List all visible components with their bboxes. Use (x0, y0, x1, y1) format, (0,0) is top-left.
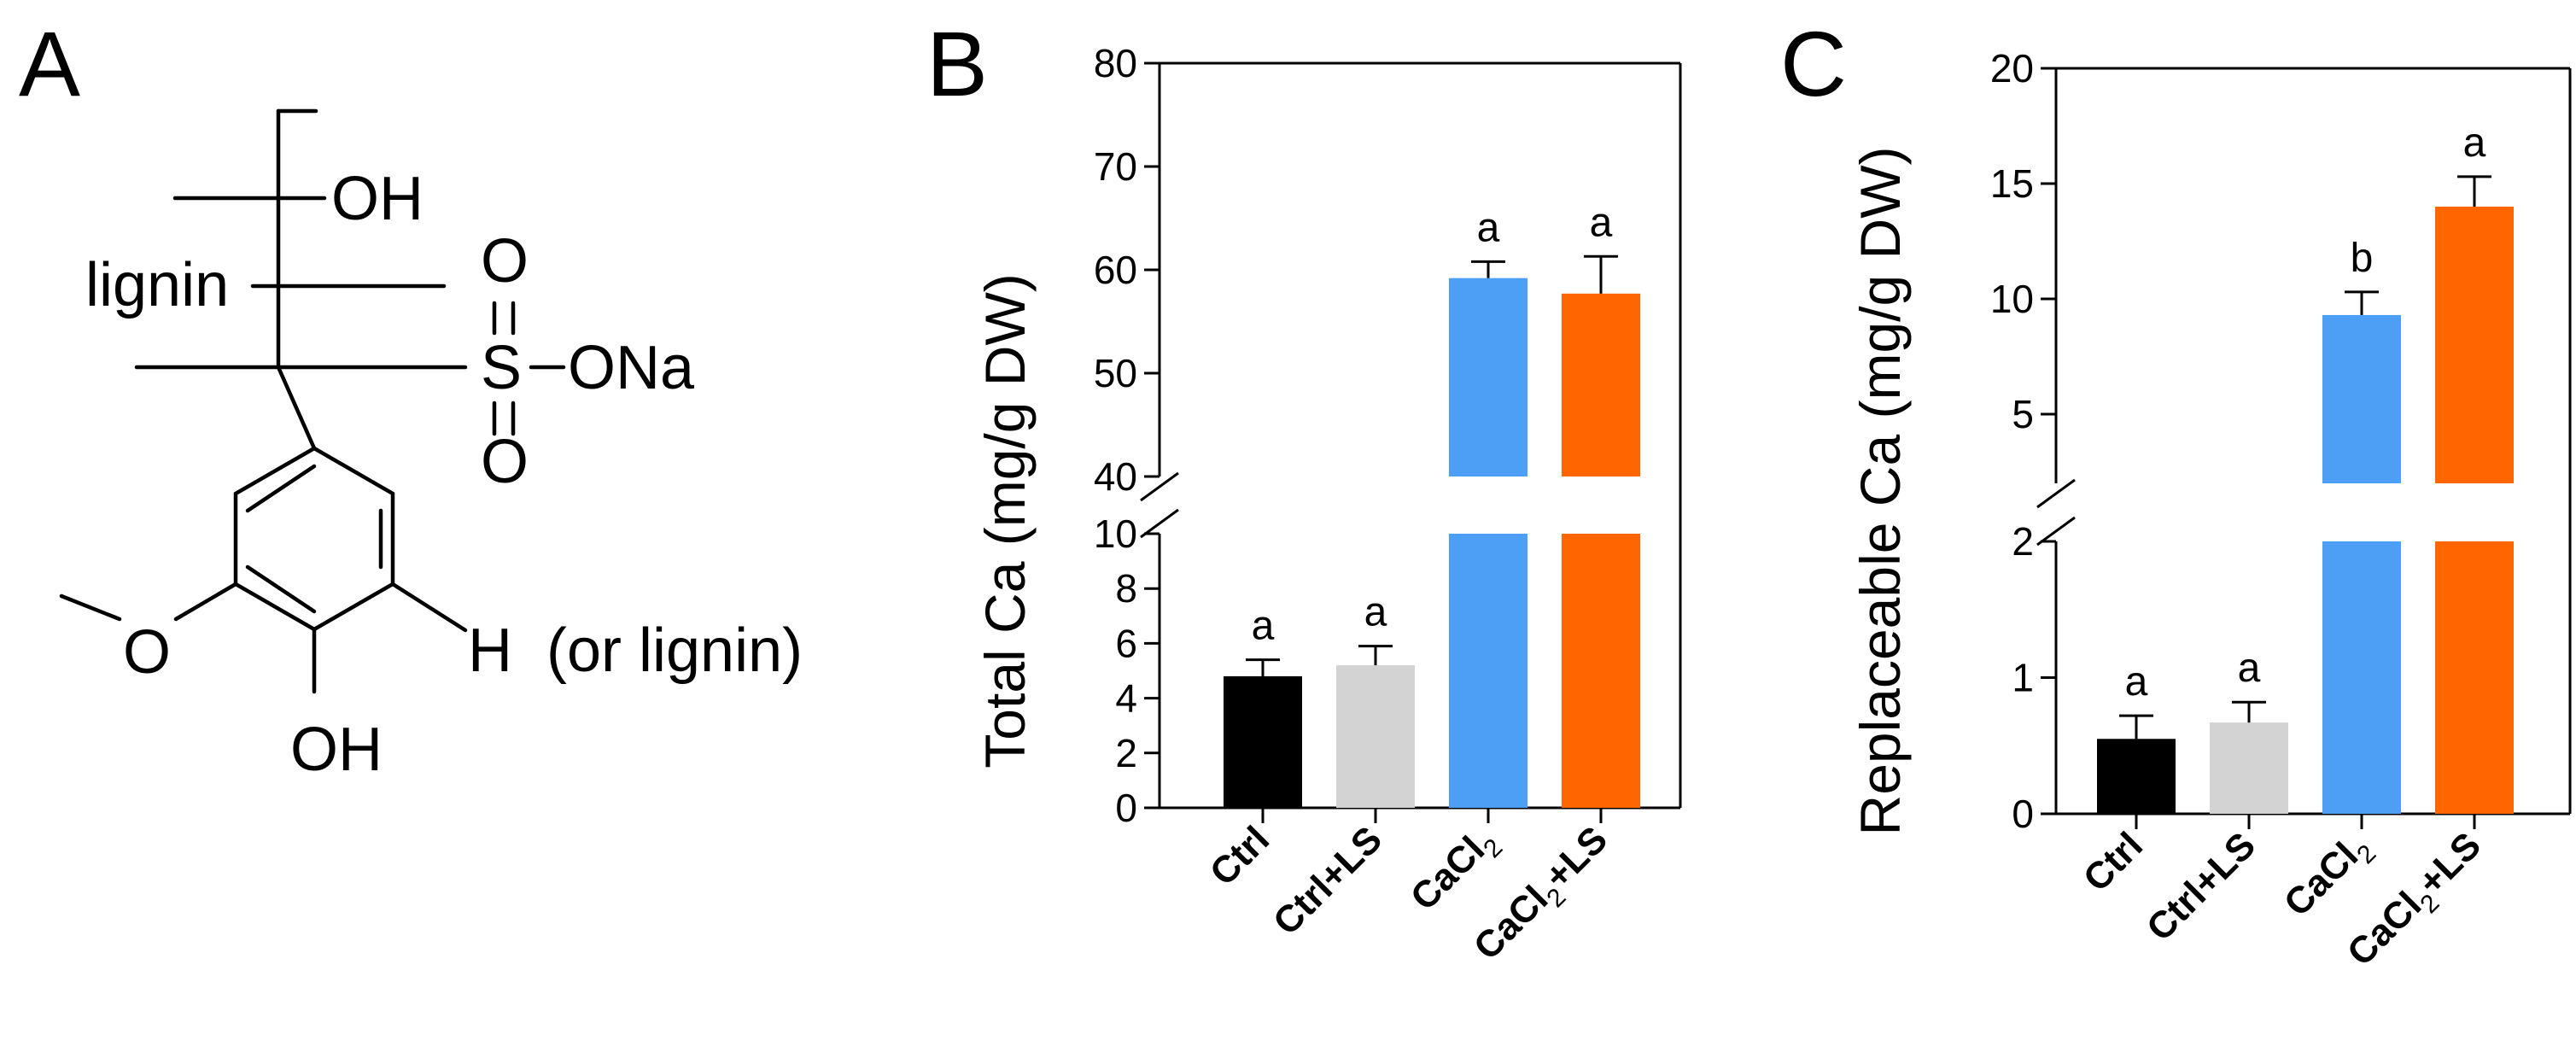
bar-ctrl-plus-ls (1336, 665, 1415, 808)
bar-cacl2-plus-ls-lower-segment (2435, 541, 2514, 814)
bar-cacl2-lower-segment (2322, 541, 2401, 814)
category-label-0: Ctrl (1202, 818, 1277, 893)
methyl-bond (59, 593, 122, 622)
significance-letter-3: a (1590, 200, 1613, 245)
ring-double-bond-3 (245, 464, 317, 513)
y-upper-tick-label: 20 (1990, 46, 2034, 91)
bar-cacl2-lower-segment (1449, 534, 1527, 808)
significance-letter-0: a (2125, 659, 2148, 704)
y-lower-tick-label: 6 (1115, 621, 1137, 665)
panel-b-y-axis-title: Total Ca (mg/g DW) (973, 273, 1037, 768)
y-upper-tick-label: 5 (2012, 392, 2034, 436)
panel-c: C Replaceable Ca (mg/g DW) 0 1 2 5 10 15 20 a Ct… (1780, 12, 2572, 974)
category-label-0: Ctrl (2076, 824, 2151, 899)
category-label-1: Ctrl+LS (2139, 824, 2263, 949)
benzene-ring (233, 446, 395, 632)
bar-cacl2 (2322, 314, 2401, 483)
y-upper-tick-label: 70 (1094, 144, 1137, 189)
category-label-1: Ctrl+LS (1265, 818, 1390, 943)
y-upper-tick-label: 60 (1094, 248, 1137, 292)
y-upper-tick-label: 80 (1094, 41, 1137, 85)
category-label-2: CaCl2 (2276, 824, 2382, 930)
panel-c-y-axis-title: Replaceable Ca (mg/g DW) (1849, 147, 1912, 836)
h-bond (390, 582, 468, 633)
label-oh-bottom: OH (290, 716, 383, 784)
y-lower-tick-label: 0 (1115, 786, 1137, 830)
bar-ctrl (2097, 739, 2176, 814)
y-upper-tick-label: 40 (1094, 454, 1137, 499)
significance-letter-1: a (1364, 590, 1387, 635)
significance-letter-1: a (2238, 646, 2261, 691)
y-lower-tick-label: 2 (2012, 519, 2034, 564)
label-h: H (468, 617, 512, 685)
bar-ctrl-plus-ls (2210, 722, 2288, 814)
lignosulfonate-structure (59, 108, 566, 694)
significance-letter-0: a (1252, 604, 1275, 649)
bar-cacl2-plus-ls (1562, 293, 1640, 476)
bar-cacl2 (1449, 278, 1527, 476)
panel-c-letter: C (1780, 12, 1847, 115)
panel-b-letter: B (926, 12, 988, 115)
label-lignin: lignin (85, 251, 229, 319)
bar-ctrl (1224, 675, 1302, 808)
label-methoxy-o: O (123, 618, 171, 687)
significance-letter-2: a (1477, 205, 1500, 250)
axis-break-mark-upper (2036, 478, 2076, 509)
structure-labels: OH lignin O S ONa O O H (or lignin) OH (85, 165, 803, 784)
y-upper-tick-label: 15 (1990, 161, 2034, 206)
label-o-bottom: O (481, 428, 529, 496)
label-s: S (481, 334, 522, 402)
y-lower-tick-label: 1 (2012, 656, 2034, 700)
y-lower-tick-label: 0 (2012, 792, 2034, 836)
y-lower-tick-label: 8 (1115, 566, 1137, 611)
panel-a: A (19, 12, 803, 784)
label-o-top: O (481, 227, 529, 295)
significance-letter-3: a (2463, 120, 2486, 166)
bar-cacl2-plus-ls-lower-segment (1562, 534, 1640, 808)
ring-double-bond-2 (245, 564, 317, 614)
label-or-lignin: (or lignin) (546, 617, 803, 685)
panel-a-letter: A (19, 12, 80, 115)
panel-b: B Total Ca (mg/g DW) 0 2 4 6 8 10 40 50 60 70 80 a C… (926, 12, 1682, 968)
label-oh-top: OH (331, 165, 423, 233)
y-lower-tick-label: 4 (1115, 676, 1137, 721)
label-ona: ONa (568, 334, 695, 402)
bar-cacl2-plus-ls (2435, 207, 2514, 483)
y-lower-tick-label: 2 (1115, 731, 1137, 775)
axis-break-mark-upper (1140, 471, 1179, 502)
ring-attach-bond (276, 365, 317, 451)
category-label-2: CaCl2 (1403, 818, 1509, 924)
y-lower-tick-label: 10 (1094, 512, 1137, 556)
y-upper-tick-label: 50 (1094, 351, 1137, 395)
significance-letter-2: b (2351, 236, 2374, 281)
methoxy-bond (173, 582, 238, 622)
y-upper-tick-label: 10 (1990, 277, 2034, 321)
